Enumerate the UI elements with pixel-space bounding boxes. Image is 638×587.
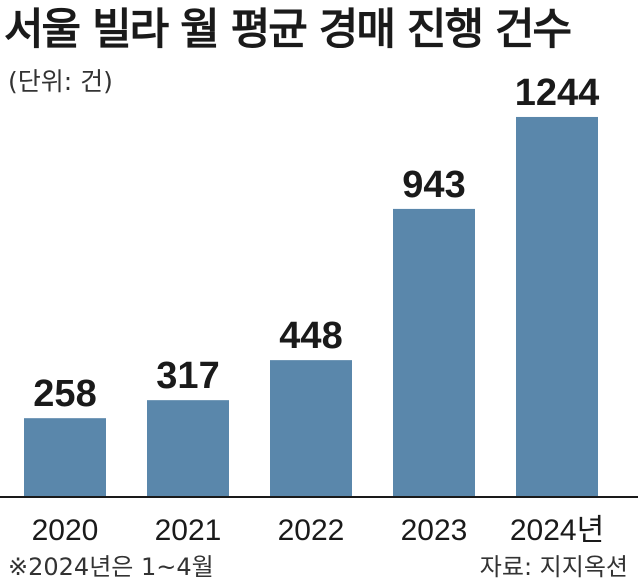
value-label-2024년: 1244	[515, 72, 600, 114]
chart-title: 서울 빌라 월 평균 경매 진행 건수	[4, 5, 572, 55]
x-tick-label-2021: 2021	[155, 514, 222, 547]
x-tick-label-2024년: 2024년	[510, 514, 604, 547]
value-label-2021: 317	[156, 355, 219, 397]
bar-2023	[393, 208, 475, 497]
bar-2020	[24, 418, 106, 497]
source-credit: 자료: 지지옥션	[479, 553, 628, 581]
x-tick-label-2023: 2023	[401, 514, 468, 547]
x-tick-labels-group: 2020 2021 2022 2023 2024년	[32, 514, 605, 547]
x-tick-label-2022: 2022	[278, 514, 345, 547]
bar-2021	[147, 400, 229, 497]
value-labels-group: 258 317 448 943 1244	[33, 72, 599, 415]
bars-group	[24, 116, 598, 497]
value-label-2020: 258	[33, 373, 96, 415]
footnote: ※2024년은 1~4월	[8, 553, 214, 581]
value-label-2023: 943	[402, 164, 465, 206]
x-tick-label-2020: 2020	[32, 514, 99, 547]
bar-2022	[270, 360, 352, 497]
bar-2024년	[516, 116, 598, 497]
value-label-2022: 448	[279, 315, 342, 357]
unit-label: (단위: 건)	[8, 67, 113, 96]
